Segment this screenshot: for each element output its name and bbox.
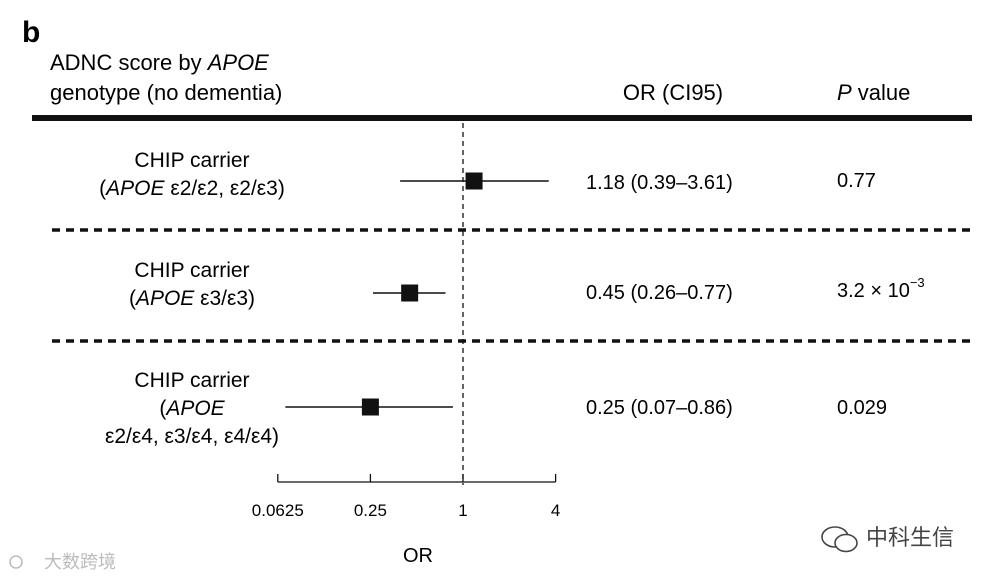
watermark-left-text: 大数跨境 [44,552,116,572]
row2-label-line1: CHIP carrier [134,259,249,282]
row2-label-line2: (APOE ε3/ε3) [129,287,255,310]
row1-label-line2: (APOE ε2/ε2, ε2/ε3) [99,177,285,200]
or-point [361,398,379,416]
or-point [401,284,419,302]
x-tick-label: 0.0625 [252,501,304,520]
row3-label-line1: CHIP carrier [134,369,249,392]
or-point [465,172,483,190]
watermark-right: 中科生信 [821,525,954,553]
or-column-header: OR (CI95) [623,80,723,105]
row3-or-ci: 0.25 (0.07–0.86) [586,397,733,419]
watermark-right-text: 中科生信 [866,525,954,550]
row3-label-line2: (APOE [159,397,225,420]
x-tick-label: 0.25 [354,501,387,520]
x-tick-label: 1 [458,501,467,520]
wechat-icon-bubble [834,533,858,553]
row2-p-value: 3.2 × 10−3 [837,275,925,302]
row3-p-value: 0.029 [837,397,887,419]
x-tick-label: 4 [551,501,560,520]
header-title-line1: ADNC score by APOE [50,50,269,75]
row1-or-ci: 1.18 (0.39–3.61) [586,172,733,194]
x-axis: 0.0625 0.25 1 4 [252,474,560,520]
panel-letter: b [22,16,40,49]
row1-label-line1: CHIP carrier [134,149,249,172]
x-axis-title: OR [403,545,433,567]
watermark-left: 大数跨境 [9,552,116,572]
chart-marks [285,123,549,485]
header-title-line2: genotype (no dementia) [50,80,282,105]
watermark-left-icon [9,555,23,569]
row3-label-line3: ε2/ε4, ε3/ε4, ε4/ε4) [105,425,279,448]
row1-p-value: 0.77 [837,170,876,192]
row2-or-ci: 0.45 (0.26–0.77) [586,282,733,304]
p-column-header: P value [837,80,910,105]
